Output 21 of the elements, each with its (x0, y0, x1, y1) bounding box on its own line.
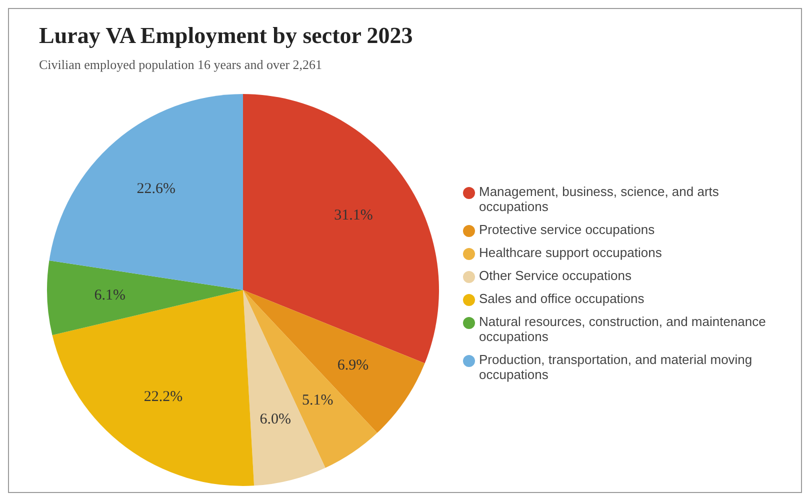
chart-title: Luray VA Employment by sector 2023 (39, 23, 414, 49)
chart-subtitle: Civilian employed population 16 years and over 2,261 (39, 57, 324, 73)
pie-slice (52, 290, 254, 486)
data-label: 31.1% (334, 207, 373, 224)
data-label: 5.1% (302, 392, 334, 408)
legend-label: Production, transportation, and material moving occupations (479, 352, 754, 382)
pie-slice (243, 290, 378, 468)
legend-label: Sales and office occupations (479, 291, 646, 306)
data-label: 22.6% (136, 180, 176, 197)
legend-label: Healthcare support occupations (479, 245, 663, 260)
data-label: 6.0% (260, 411, 291, 428)
legend-label: Management, business, science, and arts occupations (479, 184, 720, 214)
data-label: 6.9% (337, 357, 369, 374)
data-label: 22.2% (144, 388, 183, 405)
pie-slice (243, 290, 425, 433)
legend-label: Protective service occupations (479, 222, 656, 237)
pie-slice (49, 94, 243, 290)
legend-label: Other Service occupations (479, 268, 632, 283)
data-label: 6.1% (94, 287, 126, 304)
pie-slice (47, 260, 243, 336)
legend-label: Natural resources, construction, and maintenance occupations (479, 314, 767, 344)
